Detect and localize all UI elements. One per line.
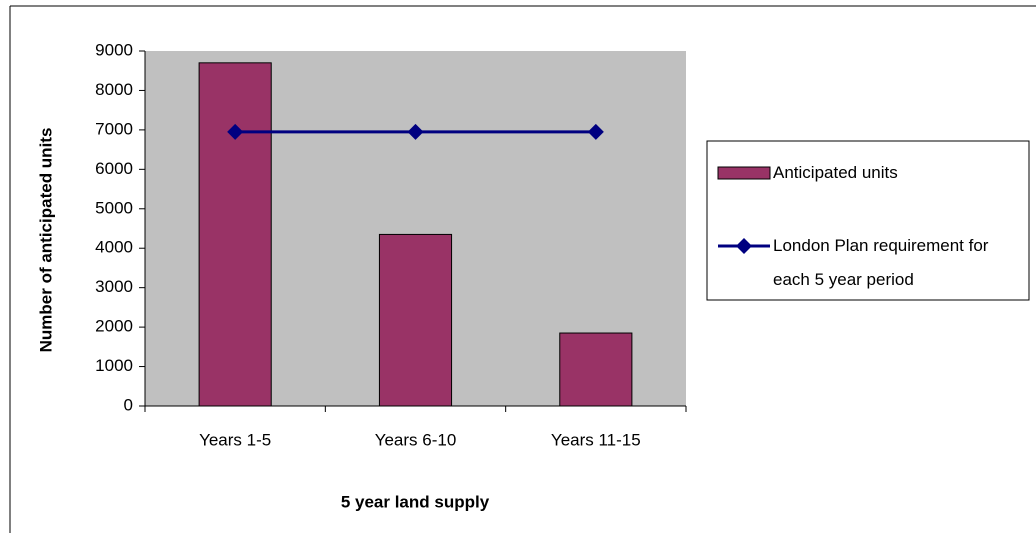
y-tick-label: 8000	[95, 80, 133, 99]
y-tick-label: 5000	[95, 198, 133, 217]
legend-swatch	[717, 166, 771, 180]
legend-marker	[736, 238, 752, 254]
line-marker	[587, 123, 604, 140]
y-tick-label: 7000	[95, 119, 133, 138]
x-axis-title: 5 year land supply	[341, 492, 490, 511]
legend-label: Anticipated units	[773, 163, 898, 182]
y-tick-label: 9000	[95, 40, 133, 59]
x-tick-label: Years 1-5	[199, 430, 271, 449]
y-tick-label: 1000	[95, 356, 133, 375]
legend-label: London Plan requirement for each 5 year …	[773, 236, 989, 289]
y-tick-label: 0	[124, 395, 133, 414]
x-tick-label: Years 11-15	[551, 430, 641, 449]
line-marker	[227, 123, 244, 140]
x-tick-label: Years 6-10	[375, 430, 457, 449]
y-tick-label: 2000	[95, 317, 133, 336]
bar	[198, 62, 272, 407]
y-tick-label: 6000	[95, 159, 133, 178]
line-marker	[407, 123, 424, 140]
bar	[559, 332, 633, 407]
y-axis-title: Number of anticipated units	[36, 128, 55, 353]
y-tick-label: 3000	[95, 277, 133, 296]
bar	[378, 233, 453, 407]
y-tick-label: 4000	[95, 238, 133, 257]
